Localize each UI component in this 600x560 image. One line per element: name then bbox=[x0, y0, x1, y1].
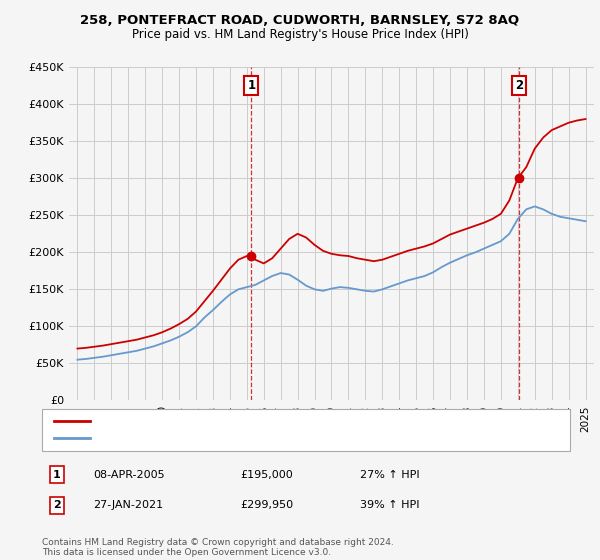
Text: 258, PONTEFRACT ROAD, CUDWORTH, BARNSLEY, S72 8AQ (detached house): 258, PONTEFRACT ROAD, CUDWORTH, BARNSLEY… bbox=[99, 417, 503, 426]
Text: 39% ↑ HPI: 39% ↑ HPI bbox=[360, 501, 419, 510]
Text: Price paid vs. HM Land Registry's House Price Index (HPI): Price paid vs. HM Land Registry's House … bbox=[131, 28, 469, 41]
Text: 2: 2 bbox=[53, 501, 61, 510]
Text: 27% ↑ HPI: 27% ↑ HPI bbox=[360, 470, 419, 479]
Text: 08-APR-2005: 08-APR-2005 bbox=[93, 470, 164, 479]
Text: £195,000: £195,000 bbox=[240, 470, 293, 479]
Text: 2: 2 bbox=[515, 79, 523, 92]
Text: 1: 1 bbox=[53, 470, 61, 479]
Text: 258, PONTEFRACT ROAD, CUDWORTH, BARNSLEY, S72 8AQ: 258, PONTEFRACT ROAD, CUDWORTH, BARNSLEY… bbox=[80, 14, 520, 27]
Text: £299,950: £299,950 bbox=[240, 501, 293, 510]
Text: HPI: Average price, detached house, Barnsley: HPI: Average price, detached house, Barn… bbox=[99, 433, 337, 443]
Text: Contains HM Land Registry data © Crown copyright and database right 2024.
This d: Contains HM Land Registry data © Crown c… bbox=[42, 538, 394, 557]
Text: 1: 1 bbox=[247, 79, 256, 92]
Text: 27-JAN-2021: 27-JAN-2021 bbox=[93, 501, 163, 510]
